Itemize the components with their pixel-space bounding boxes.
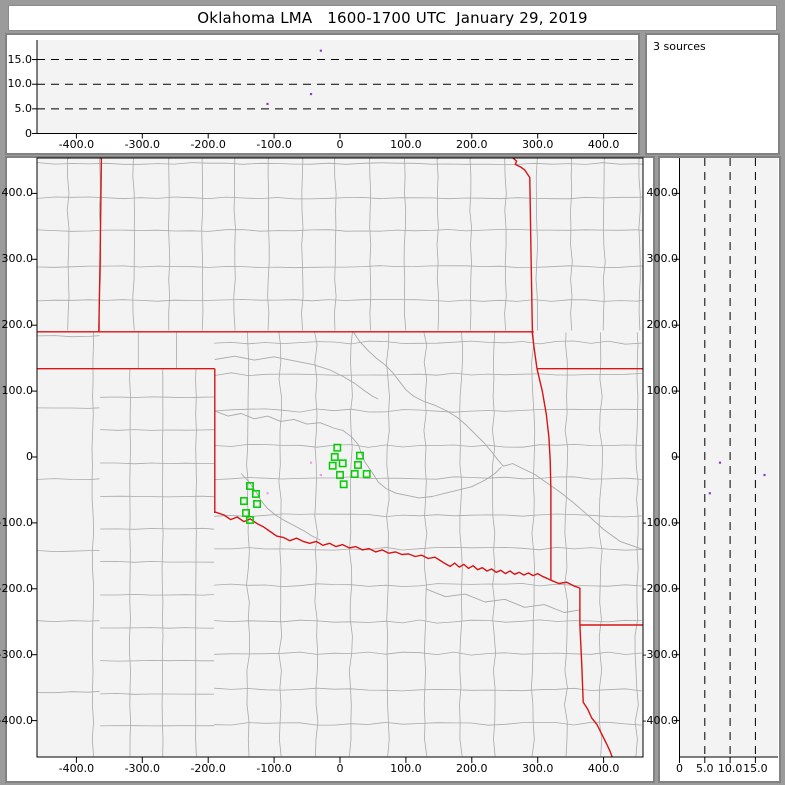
station-square-icon bbox=[246, 482, 254, 490]
tick-label: 300.0 bbox=[646, 252, 679, 266]
ns-altitude-plot[interactable] bbox=[673, 158, 778, 763]
tick-label: 400.0 bbox=[587, 138, 620, 151]
tick-label: 200.0 bbox=[1, 318, 34, 332]
station-square-icon bbox=[246, 516, 254, 524]
tick-label: -300.0 bbox=[124, 762, 161, 775]
tick-label: 100.0 bbox=[1, 384, 34, 398]
tick-label: 400.0 bbox=[646, 186, 679, 200]
border-ks-mo bbox=[512, 158, 538, 369]
tick-label: 0 bbox=[336, 138, 344, 151]
tick-label: 15.0 bbox=[7, 52, 33, 66]
lightning-sources-ew bbox=[266, 49, 322, 106]
tick-label: 0 bbox=[676, 762, 683, 775]
tick-label: 0 bbox=[26, 450, 33, 463]
tick-label: 0 bbox=[25, 126, 32, 140]
border-tx-la bbox=[579, 624, 613, 757]
station-square-icon bbox=[350, 470, 359, 478]
station-square-icon bbox=[330, 453, 339, 461]
station-square-icon bbox=[328, 461, 337, 470]
tick-label: 200.0 bbox=[456, 138, 488, 151]
station-square-icon bbox=[336, 471, 344, 479]
tick-label: 100.0 bbox=[390, 762, 422, 775]
title-bar: Oklahoma LMA 1600-1700 UTC January 29, 2… bbox=[8, 5, 777, 31]
river-sulphur bbox=[425, 588, 580, 613]
lightning-sources-plan bbox=[266, 461, 322, 495]
tick-label: -100.0 bbox=[642, 515, 678, 529]
station-square-icon bbox=[240, 497, 248, 505]
tick-label: 0 bbox=[671, 450, 678, 463]
tick-label: 100.0 bbox=[390, 138, 422, 151]
station-square-icon bbox=[333, 443, 342, 452]
tick-label: 10.0 bbox=[717, 762, 743, 775]
tick-label: -400.0 bbox=[0, 713, 33, 727]
border-red-river bbox=[213, 511, 552, 581]
tick-label: -300.0 bbox=[0, 647, 33, 661]
tick-label: 300.0 bbox=[521, 762, 554, 775]
border-ok-ar bbox=[536, 368, 552, 581]
altitude-gridlines bbox=[37, 59, 637, 110]
lightning-sources-ns bbox=[708, 461, 766, 495]
tick-label: 200.0 bbox=[456, 762, 488, 775]
river-arkansas bbox=[352, 331, 643, 550]
station-square-icon bbox=[339, 480, 348, 489]
tick-label: 5.0 bbox=[14, 101, 33, 115]
station-square-icon bbox=[338, 459, 347, 468]
ew-altitude-plot[interactable] bbox=[32, 40, 637, 139]
lma-station-markers bbox=[240, 443, 371, 524]
tick-label: 0 bbox=[336, 762, 344, 775]
tick-label: -300.0 bbox=[124, 138, 161, 151]
altitude-gridlines bbox=[704, 158, 756, 757]
tick-label: -200.0 bbox=[190, 138, 226, 151]
tick-label: -200.0 bbox=[190, 762, 226, 775]
tick-label: 200.0 bbox=[646, 318, 679, 332]
tick-label: 5.0 bbox=[696, 762, 714, 775]
tick-label: -100.0 bbox=[256, 138, 292, 151]
station-square-icon bbox=[252, 490, 260, 498]
state-borders bbox=[37, 158, 643, 757]
tick-label: -400.0 bbox=[58, 762, 95, 775]
plan-view-map[interactable] bbox=[31, 157, 644, 763]
station-square-icon bbox=[242, 509, 250, 517]
tick-label: -100.0 bbox=[256, 762, 292, 775]
tick-label: -400.0 bbox=[58, 138, 95, 151]
station-square-icon bbox=[356, 451, 364, 460]
tick-label: 300.0 bbox=[521, 138, 554, 151]
tick-label: -300.0 bbox=[642, 647, 678, 661]
source-count-panel: 3 sources bbox=[645, 33, 780, 155]
station-square-icon bbox=[354, 461, 362, 469]
tick-label: -200.0 bbox=[0, 581, 33, 595]
tick-label: 400.0 bbox=[587, 762, 620, 775]
tick-label: 15.0 bbox=[743, 762, 768, 775]
station-square-icon bbox=[253, 500, 261, 508]
tick-label: -400.0 bbox=[642, 713, 678, 727]
tick-label: 100.0 bbox=[646, 384, 679, 398]
source-count-label: 3 sources bbox=[653, 40, 706, 53]
border-nm-103w bbox=[98, 158, 103, 332]
tick-label: -100.0 bbox=[0, 515, 33, 529]
station-square-icon bbox=[362, 470, 371, 478]
tick-label: 300.0 bbox=[1, 252, 34, 266]
tick-label: 10.0 bbox=[7, 77, 33, 91]
county-lines bbox=[37, 158, 643, 757]
page-title: Oklahoma LMA 1600-1700 UTC January 29, 2… bbox=[197, 9, 588, 27]
tick-label: 400.0 bbox=[1, 186, 34, 200]
border-tx-ar bbox=[550, 579, 581, 625]
tick-label: -200.0 bbox=[642, 581, 678, 595]
river-cimarron bbox=[214, 355, 379, 400]
